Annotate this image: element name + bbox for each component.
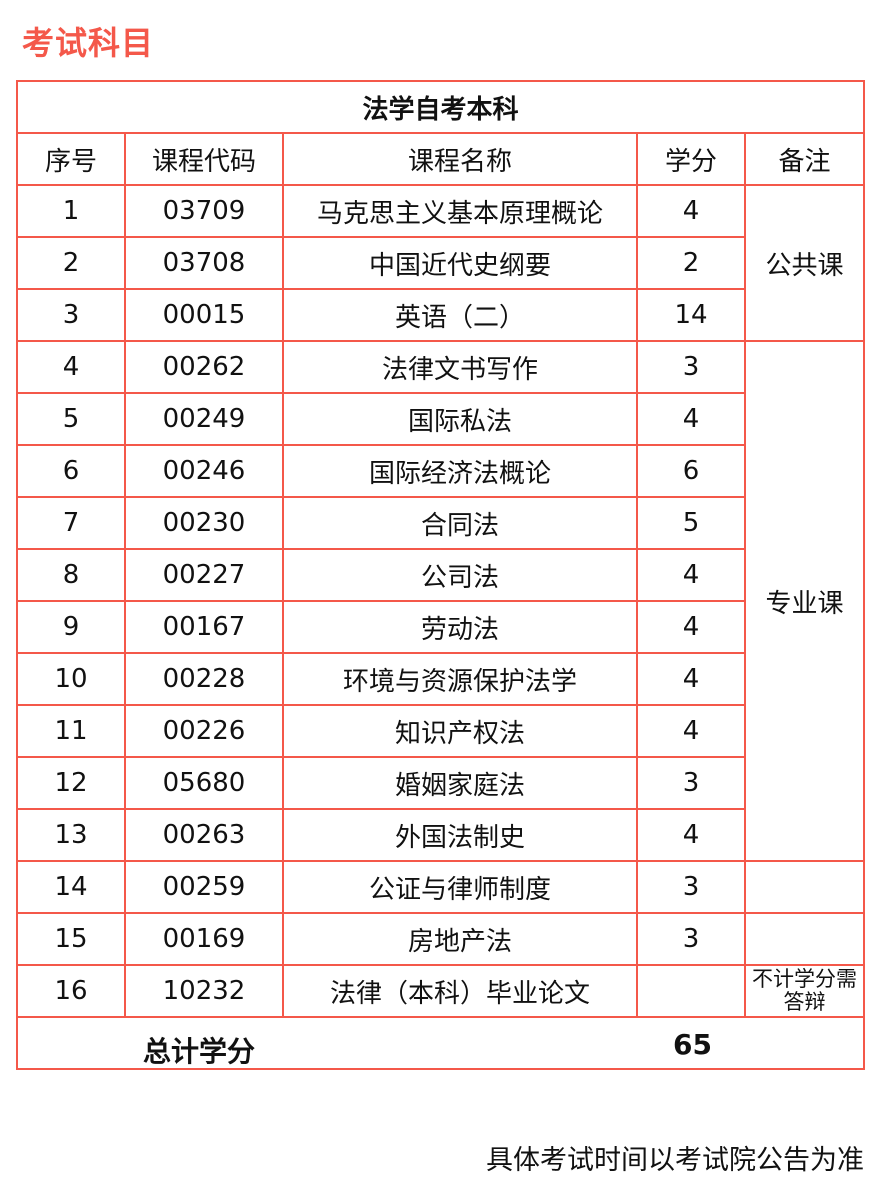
cell-credit: 3 bbox=[636, 756, 746, 810]
cell-name: 法律文书写作 bbox=[282, 340, 638, 394]
cell-name: 公司法 bbox=[282, 548, 638, 602]
cell-no: 11 bbox=[16, 704, 126, 758]
cell-code: 00227 bbox=[124, 548, 284, 602]
remark-thesis: 不计学分需答辩 bbox=[743, 964, 866, 1018]
cell-code: 03708 bbox=[124, 236, 284, 290]
header-remark: 备注 bbox=[743, 132, 866, 186]
cell-code: 00259 bbox=[124, 860, 284, 914]
header-credit: 学分 bbox=[636, 132, 746, 186]
cell-name: 国际经济法概论 bbox=[282, 444, 638, 498]
header-code: 课程代码 bbox=[124, 132, 284, 186]
cell-no: 16 bbox=[16, 964, 126, 1018]
table-row: 5 00249 国际私法 4 bbox=[16, 392, 864, 446]
cell-name: 婚姻家庭法 bbox=[282, 756, 638, 810]
cell-credit: 3 bbox=[636, 340, 746, 394]
cell-code: 00228 bbox=[124, 652, 284, 706]
cell-credit: 2 bbox=[636, 236, 746, 290]
cell-code: 00246 bbox=[124, 444, 284, 498]
cell-code: 03709 bbox=[124, 184, 284, 238]
table-row: 3 00015 英语（二） 14 bbox=[16, 288, 864, 342]
table-row: 6 00246 国际经济法概论 6 bbox=[16, 444, 864, 498]
cell-credit: 4 bbox=[636, 600, 746, 654]
cell-no: 2 bbox=[16, 236, 126, 290]
cell-no: 5 bbox=[16, 392, 126, 446]
cell-name: 知识产权法 bbox=[282, 704, 638, 758]
cell-no: 7 bbox=[16, 496, 126, 550]
table-row: 1 03709 马克思主义基本原理概论 4 公共课 bbox=[16, 184, 866, 342]
cell-code: 05680 bbox=[124, 756, 284, 810]
table-row: 8 00227 公司法 4 bbox=[16, 548, 864, 602]
table-title: 法学自考本科 bbox=[15, 80, 866, 134]
cell-credit bbox=[636, 964, 746, 1018]
cell-code: 00230 bbox=[124, 496, 284, 550]
cell-code: 00226 bbox=[124, 704, 284, 758]
total-row: 总计学分 65 bbox=[15, 1016, 866, 1070]
cell-name: 公证与律师制度 bbox=[282, 860, 638, 914]
cell-name: 合同法 bbox=[282, 496, 638, 550]
header-row: 序号 课程代码 课程名称 学分 备注 bbox=[16, 132, 866, 186]
table-row: 4 00262 法律文书写作 3 专业课 bbox=[16, 340, 866, 862]
cell-credit: 3 bbox=[636, 912, 746, 966]
cell-name: 外国法制史 bbox=[282, 808, 638, 862]
cell-credit: 4 bbox=[636, 548, 746, 602]
cell-credit: 5 bbox=[636, 496, 746, 550]
cell-credit: 14 bbox=[636, 288, 746, 342]
total-label: 总计学分 bbox=[143, 1035, 256, 1068]
total-cell: 总计学分 65 bbox=[15, 1016, 866, 1070]
cell-name: 房地产法 bbox=[282, 912, 638, 966]
cell-credit: 4 bbox=[636, 184, 746, 238]
table-row: 9 00167 劳动法 4 bbox=[16, 600, 864, 654]
cell-no: 12 bbox=[16, 756, 126, 810]
cell-name: 英语（二） bbox=[282, 288, 638, 342]
cell-code: 10232 bbox=[124, 964, 284, 1018]
section-heading: 考试科目 bbox=[22, 24, 155, 62]
cell-code: 00169 bbox=[124, 912, 284, 966]
cell-no: 10 bbox=[16, 652, 126, 706]
table-row: 12 05680 婚姻家庭法 3 bbox=[16, 756, 864, 810]
footer-note: 具体考试时间以考试院公告为准 bbox=[486, 1145, 864, 1176]
cell-code: 00263 bbox=[124, 808, 284, 862]
cell-code: 00015 bbox=[124, 288, 284, 342]
cell-name: 国际私法 bbox=[282, 392, 638, 446]
remark-empty bbox=[743, 912, 866, 966]
table-row: 13 00263 外国法制史 4 bbox=[16, 808, 864, 862]
cell-name: 中国近代史纲要 bbox=[282, 236, 638, 290]
cell-credit: 4 bbox=[636, 808, 746, 862]
remark-major: 专业课 bbox=[743, 340, 866, 862]
cell-no: 6 bbox=[16, 444, 126, 498]
cell-no: 1 bbox=[16, 184, 126, 238]
cell-credit: 6 bbox=[636, 444, 746, 498]
table-row: 16 10232 法律（本科）毕业论文 不计学分需答辩 bbox=[16, 964, 866, 1018]
cell-code: 00262 bbox=[124, 340, 284, 394]
cell-no: 14 bbox=[16, 860, 126, 914]
cell-no: 13 bbox=[16, 808, 126, 862]
table-row: 14 00259 公证与律师制度 3 bbox=[16, 860, 866, 914]
header-name: 课程名称 bbox=[282, 132, 638, 186]
cell-code: 00249 bbox=[124, 392, 284, 446]
header-no: 序号 bbox=[16, 132, 126, 186]
cell-no: 8 bbox=[16, 548, 126, 602]
cell-credit: 4 bbox=[636, 652, 746, 706]
cell-name: 劳动法 bbox=[282, 600, 638, 654]
cell-no: 9 bbox=[16, 600, 126, 654]
table-row: 11 00226 知识产权法 4 bbox=[16, 704, 864, 758]
cell-code: 00167 bbox=[124, 600, 284, 654]
remark-empty bbox=[743, 860, 866, 914]
cell-no: 4 bbox=[16, 340, 126, 394]
table-row: 10 00228 环境与资源保护法学 4 bbox=[16, 652, 864, 706]
cell-name: 环境与资源保护法学 bbox=[282, 652, 638, 706]
course-table: 法学自考本科 序号 课程代码 课程名称 学分 备注 1 03709 马克思主义基本原… bbox=[15, 80, 866, 1070]
cell-no: 3 bbox=[16, 288, 126, 342]
cell-credit: 4 bbox=[636, 392, 746, 446]
table-row: 2 03708 中国近代史纲要 2 bbox=[16, 236, 864, 290]
cell-credit: 4 bbox=[636, 704, 746, 758]
total-value: 65 bbox=[673, 1028, 712, 1061]
remark-public: 公共课 bbox=[743, 184, 866, 342]
cell-no: 15 bbox=[16, 912, 126, 966]
table-row: 15 00169 房地产法 3 bbox=[16, 912, 866, 966]
table-row: 7 00230 合同法 5 bbox=[16, 496, 864, 550]
cell-name: 法律（本科）毕业论文 bbox=[282, 964, 638, 1018]
cell-name: 马克思主义基本原理概论 bbox=[282, 184, 638, 238]
cell-credit: 3 bbox=[636, 860, 746, 914]
